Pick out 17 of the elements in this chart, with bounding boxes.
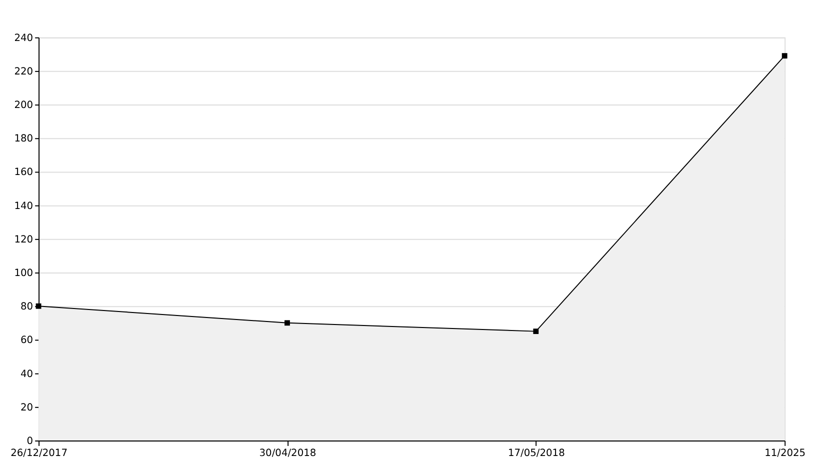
x-tick-label: 11/2025 [764,448,806,459]
y-tick-label: 80 [20,302,34,313]
y-tick-label: 160 [14,167,34,178]
y-tick-label: 120 [14,234,34,246]
y-tick-label: 100 [14,268,34,279]
y-tick-label: 180 [14,134,34,145]
x-tick-label: 17/05/2018 [508,448,565,459]
y-tick-label: 60 [20,335,34,346]
y-tick-label: 20 [20,402,34,414]
y-tick-label: 240 [14,32,34,44]
x-tick-label: 30/04/2018 [259,448,316,459]
y-tick-label: 140 [14,200,34,212]
y-tick-label: 40 [20,368,34,380]
y-tick-label: 200 [14,100,34,111]
y-tick-label: 220 [14,66,34,78]
y-tick-label: 0 [26,436,34,447]
x-tick-label: 26/12/2017 [10,448,68,459]
